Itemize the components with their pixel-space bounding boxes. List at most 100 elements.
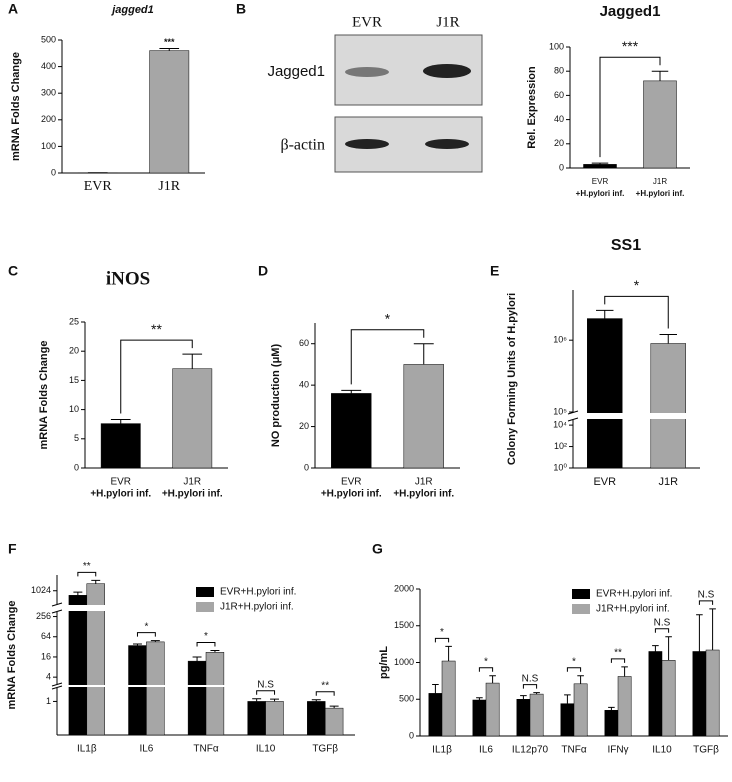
significance: *** (622, 38, 639, 54)
error-bar (341, 389, 362, 394)
panel-label: A (8, 1, 18, 17)
y-tick-label: 0 (409, 730, 414, 740)
legend-label: J1R+H.pylori inf. (596, 604, 670, 615)
significance: ** (614, 648, 622, 659)
significance: * (440, 627, 444, 638)
chart-title: iNOS (106, 268, 150, 289)
bar (146, 641, 165, 736)
x-tick-note: +H.pylori inf. (636, 189, 685, 198)
chart-title: jagged1 (110, 4, 154, 16)
y-tick-label: 200 (41, 114, 56, 124)
x-tick-label: EVR (341, 477, 362, 488)
bar (560, 703, 575, 737)
y-tick-label: 25 (69, 316, 79, 326)
y-tick-label: 0 (74, 462, 79, 472)
bar (428, 693, 443, 737)
error-bar (192, 656, 202, 662)
blot-band (345, 67, 389, 77)
error-bar (596, 309, 614, 319)
y-tick-label: 0 (51, 167, 56, 177)
x-tick-note: +H.pylori inf. (321, 489, 382, 500)
y-tick-label: 60 (554, 90, 564, 100)
x-tick-label: IL12p70 (512, 745, 549, 756)
legend-swatch (196, 602, 214, 612)
x-tick-label: IL10 (652, 745, 672, 756)
x-tick-label: EVR (592, 177, 609, 186)
error-bar (132, 643, 142, 646)
bar (650, 343, 686, 469)
blot-band (425, 139, 469, 149)
error-bar (150, 640, 160, 642)
x-tick-note: +H.pylori inf. (393, 489, 454, 500)
legend-label: J1R+H.pylori inf. (220, 602, 294, 613)
panel-label: D (258, 263, 268, 279)
error-bar (621, 666, 628, 677)
x-tick-label: EVR (84, 179, 113, 194)
y-axis-label: NO production (μM) (270, 344, 282, 448)
significance: * (204, 631, 208, 642)
legend-swatch (572, 589, 590, 599)
significance: * (385, 310, 391, 326)
significance: N.S (257, 679, 274, 690)
significance: * (484, 656, 488, 667)
y-tick-label: 4 (46, 672, 51, 682)
error-bar (91, 579, 101, 584)
panel-label: F (8, 541, 17, 557)
y-tick-label: 10 (69, 404, 79, 414)
significance-bracket (566, 667, 582, 672)
error-bar (270, 698, 280, 702)
error-bar (709, 608, 716, 651)
significance: ** (151, 321, 162, 337)
x-tick-label: EVR (593, 476, 616, 488)
x-tick-label: TNFα (193, 744, 218, 755)
significance: *** (164, 37, 175, 47)
y-tick-label: 500 (41, 34, 56, 44)
y-tick-label: 0 (304, 462, 309, 472)
x-tick-label: EVR (110, 477, 131, 488)
y-tick-label: 500 (399, 694, 414, 704)
x-tick-label: J1R (183, 477, 201, 488)
axis-break (567, 413, 700, 419)
western-blot: B EVR J1R Jagged1 β-actin (236, 1, 483, 173)
lane-label: J1R (436, 14, 459, 30)
error-bar (432, 684, 439, 694)
blot-band (423, 64, 471, 78)
panel-label: E (490, 263, 499, 279)
significance-bracket (77, 571, 97, 577)
y-tick-label: 1 (46, 696, 51, 706)
axis-break-mark (51, 602, 63, 614)
significance: ** (83, 561, 91, 572)
significance-bracket (522, 684, 538, 689)
significance: N.S (654, 617, 671, 628)
bar (265, 701, 284, 736)
bar (205, 652, 225, 736)
x-tick-label: IL1β (432, 745, 452, 756)
bar (187, 660, 207, 736)
x-tick-label: J1R (158, 179, 180, 194)
bar (472, 699, 487, 737)
significance: N.S (522, 673, 539, 684)
y-tick-label: 15 (69, 375, 79, 385)
bar (324, 707, 344, 736)
significance-bracket (196, 641, 216, 647)
error-bar (476, 697, 483, 700)
error-bar (329, 705, 339, 709)
y-tick-label: 400 (41, 61, 56, 71)
significance: * (144, 621, 148, 632)
significance-bracket (654, 628, 670, 633)
x-tick-note: +H.pylori inf. (162, 489, 223, 500)
error-bar (445, 645, 452, 662)
legend-swatch (196, 587, 214, 597)
error-bar (659, 334, 677, 344)
bar (643, 80, 677, 169)
x-tick-label: IL6 (479, 745, 493, 756)
bar (128, 645, 147, 736)
panel: Gpg/mL 0 500 1000 1500 2000 IL1β IL6 IL12p70 TNFα… (372, 541, 728, 756)
y-tick-label: 5 (74, 433, 79, 443)
axis-break (51, 685, 355, 687)
y-tick-label: 10² (554, 441, 567, 451)
y-tick-label: 100 (41, 141, 56, 151)
bar (604, 710, 619, 737)
legend-label: EVR+H.pylori inf. (220, 587, 296, 598)
y-tick-label: 256 (36, 611, 51, 621)
